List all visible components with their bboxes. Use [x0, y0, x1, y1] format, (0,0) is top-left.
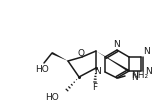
Text: HO: HO — [35, 65, 49, 74]
Polygon shape — [51, 52, 68, 61]
Text: O: O — [78, 48, 84, 57]
Polygon shape — [96, 51, 130, 72]
Text: N: N — [114, 40, 120, 49]
Text: N: N — [143, 47, 150, 56]
Text: HO: HO — [45, 92, 59, 102]
Text: NH₂: NH₂ — [131, 71, 148, 80]
Text: N: N — [131, 73, 138, 82]
Text: F: F — [92, 83, 98, 92]
Text: N: N — [94, 68, 101, 77]
Text: N: N — [145, 66, 152, 76]
